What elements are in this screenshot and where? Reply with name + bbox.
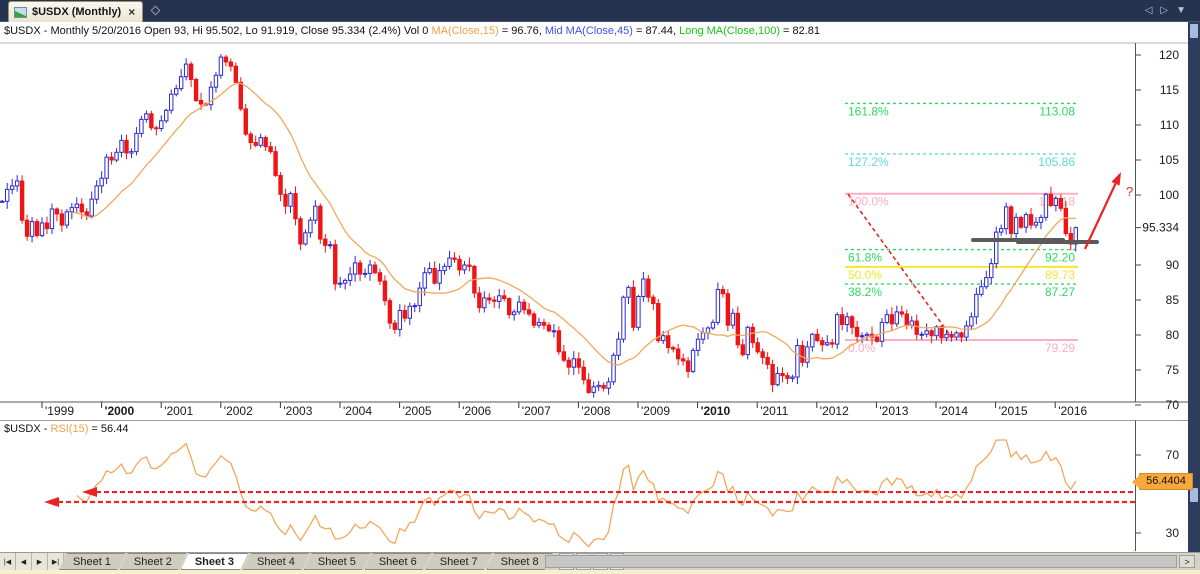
- price-axis-label: 75: [1166, 363, 1180, 377]
- price-axis-label: 120: [1159, 48, 1179, 62]
- current-price-label: 95.334: [1142, 221, 1179, 235]
- tab-scroll-right-icon[interactable]: ▷: [1160, 5, 1169, 16]
- year-label: '2006: [462, 404, 491, 418]
- price-title-segment-5: Long MA(Close,100): [679, 25, 780, 37]
- sheet-tab-sheet-5[interactable]: Sheet 5: [304, 553, 370, 570]
- fib-pct-label: 161.8%: [848, 104, 889, 118]
- right-scrollbar[interactable]: [1188, 22, 1200, 570]
- left-arrowhead-icon: [44, 496, 59, 507]
- fib-pct-label: 127.2%: [848, 155, 889, 169]
- fib-pct-label: 38.2%: [848, 285, 882, 299]
- ma15-line: [71, 82, 1076, 366]
- year-label: '2007: [522, 404, 551, 418]
- rsi-panel-title: $USDX - RSI(15) = 56.44: [4, 423, 504, 437]
- rsi-title-segment-2: = 56.44: [88, 423, 129, 435]
- horizontal-scrollbar[interactable]: [545, 555, 1177, 568]
- rsi-title-segment-0: $USDX -: [4, 423, 51, 435]
- price-axis-label: 90: [1166, 258, 1180, 272]
- tab-menu-icon[interactable]: ▼: [1176, 5, 1186, 16]
- price-title-segment-3: Mid MA(Close,45): [544, 25, 633, 37]
- fib-value-label: 105.86: [1038, 155, 1075, 169]
- price-axis-label: 115: [1160, 83, 1179, 97]
- right-scrollbar-thumb-top[interactable]: [1190, 24, 1198, 38]
- sheet-tab-sheet-2[interactable]: Sheet 2: [120, 553, 186, 570]
- fib-value-label: 79.29: [1045, 341, 1075, 355]
- right-scrollbar-thumb[interactable]: [1190, 488, 1198, 502]
- price-axis-label: 85: [1166, 293, 1180, 307]
- sheet-tab-sheet-4[interactable]: Sheet 4: [243, 553, 309, 570]
- year-label: '2008: [581, 404, 610, 418]
- fib-value-label: 89.73: [1045, 268, 1075, 282]
- price-title-segment-0: $USDX - Monthly 5/20/2016 Open 93, Hi 95…: [4, 25, 432, 37]
- price-title-segment-2: = 96.76,: [498, 25, 545, 37]
- chart-thumbnail-icon: [14, 6, 27, 18]
- year-label: '2011: [760, 404, 788, 418]
- fib-pct-label: 50.0%: [848, 268, 882, 282]
- status-strip: [0, 570, 1200, 574]
- tab-scroll-controls: ◁ ▷ ▼: [1145, 4, 1186, 17]
- tab-scroll-left-icon[interactable]: ◁: [1144, 5, 1153, 16]
- price-title-segment-4: = 87.44,: [632, 25, 680, 37]
- year-label: '1999: [45, 404, 74, 418]
- fib-retracement: 161.8%113.08127.2%105.86100.0%100.1861.8…: [845, 102, 1078, 355]
- year-label: '2004: [343, 404, 372, 418]
- year-label: '2016: [1058, 404, 1087, 418]
- left-arrowhead-icon: [82, 487, 97, 498]
- tab-close-icon[interactable]: ×: [128, 5, 136, 19]
- sheet-nav-next-button[interactable]: ▶: [32, 553, 48, 570]
- year-label: '2013: [879, 404, 908, 418]
- year-label: '2015: [999, 404, 1028, 418]
- fib-value-label: 113.08: [1039, 104, 1075, 118]
- sheet-tab-sheet-6[interactable]: Sheet 6: [365, 553, 431, 570]
- year-label: '2005: [403, 404, 432, 418]
- fib-pct-label: 0.0%: [848, 341, 876, 355]
- price-axis-label: 70: [1166, 398, 1180, 412]
- year-label: '2009: [641, 404, 670, 418]
- year-label: '2002: [224, 404, 253, 418]
- sheet-tab-sheet-7[interactable]: Sheet 7: [426, 553, 492, 570]
- fib-pct-label: 61.8%: [848, 251, 882, 265]
- projection-arrowhead: [1111, 172, 1121, 186]
- price-axis-label: 80: [1166, 328, 1180, 342]
- year-label: '2003: [283, 404, 312, 418]
- scroll-right-button[interactable]: >: [1179, 555, 1195, 568]
- price-axis-label: 100: [1159, 188, 1179, 202]
- rsi-axis-label: 70: [1166, 448, 1180, 462]
- projection-arrow[interactable]: [1084, 183, 1117, 250]
- chart-tab-bar: $USDX (Monthly) × ◁ ▷ ▼: [0, 0, 1200, 22]
- price-axis-label: 105: [1159, 153, 1179, 167]
- price-title-segment-6: = 82.81: [779, 25, 821, 37]
- price-panel-title: $USDX - Monthly 5/20/2016 Open 93, Hi 95…: [4, 25, 1134, 40]
- sheet-tab-sheet-8[interactable]: Sheet 8: [487, 553, 553, 570]
- sheet-nav-prev-button[interactable]: ◀: [16, 553, 32, 570]
- candlesticks[interactable]: [0, 54, 1078, 398]
- tab-usdx-monthly[interactable]: $USDX (Monthly) ×: [8, 1, 144, 22]
- fib-value-label: 87.27: [1045, 285, 1075, 299]
- rsi-line: [76, 439, 1077, 548]
- fib-pct-label: 100.0%: [848, 195, 889, 209]
- year-label: '2014: [939, 404, 968, 418]
- sheet-tab-sheet-3[interactable]: Sheet 3: [181, 553, 248, 570]
- year-label: '2001: [164, 404, 193, 418]
- fib-value-label: 92.20: [1045, 251, 1075, 265]
- year-label: '2010: [701, 404, 731, 418]
- rsi-value-badge: 56.4404: [1132, 473, 1193, 490]
- rsi-title-segment-1: RSI(15): [50, 423, 89, 435]
- sheet-tab-sheet-1[interactable]: Sheet 1: [59, 553, 125, 570]
- year-label: '2000: [105, 404, 135, 418]
- price-axis-label: 110: [1160, 118, 1179, 132]
- price-title-segment-1: MA(Close,15): [431, 25, 499, 37]
- year-label: '2012: [820, 404, 849, 418]
- tab-label: $USDX (Monthly): [32, 6, 122, 18]
- question-mark-label: ?: [1126, 184, 1133, 199]
- rsi-axis-label: 30: [1166, 526, 1180, 540]
- sheet-nav-first-button[interactable]: |◀: [0, 553, 16, 570]
- fib-anchor-trendline[interactable]: [847, 193, 953, 339]
